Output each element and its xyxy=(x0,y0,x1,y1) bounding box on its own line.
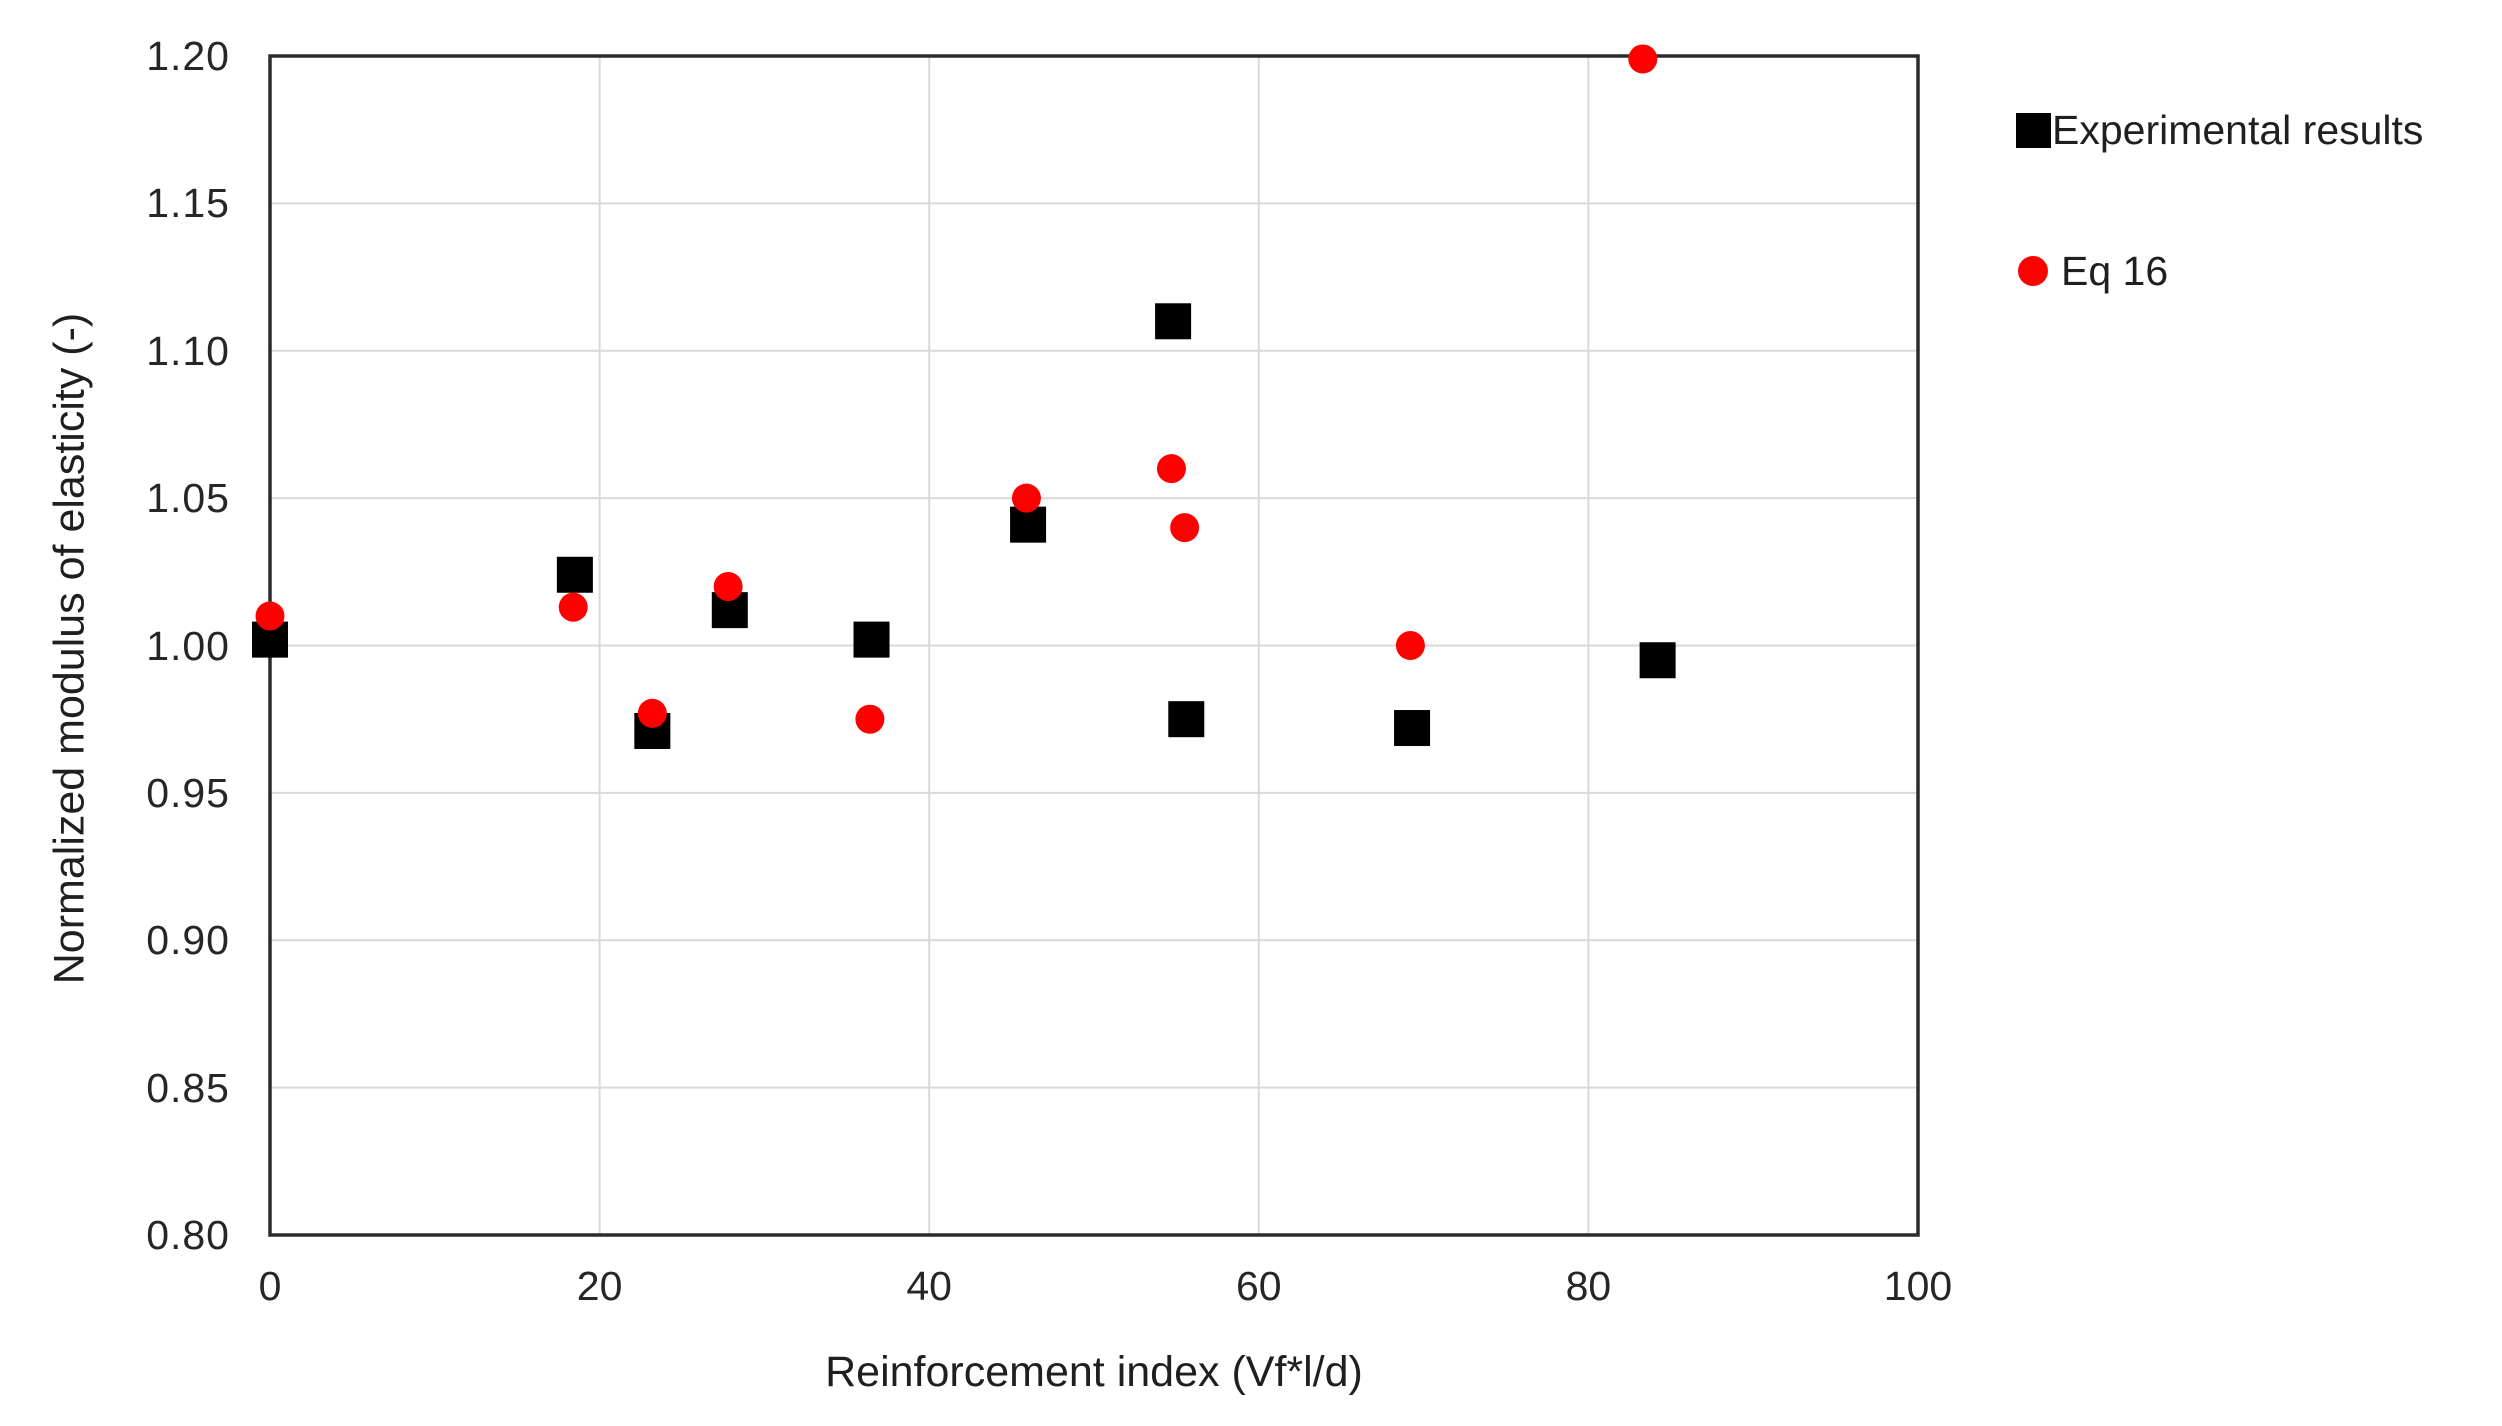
x-tick-label: 60 xyxy=(1235,1263,1282,1309)
y-tick-label: 1.10 xyxy=(146,327,230,374)
data-point-eq16 xyxy=(1156,454,1186,484)
y-tick-label: 0.90 xyxy=(146,917,230,964)
data-point-eq16 xyxy=(1628,44,1658,74)
data-point-experimental xyxy=(1639,642,1676,679)
data-point-eq16 xyxy=(855,704,885,734)
red-circle-marker-icon xyxy=(2018,256,2048,286)
data-point-eq16 xyxy=(558,592,588,622)
y-axis-title: Normalized modulus of elasticity (-) xyxy=(45,312,94,985)
data-point-experimental xyxy=(1155,303,1192,340)
y-tick-label: 0.95 xyxy=(146,769,230,816)
data-point-eq16 xyxy=(713,572,743,602)
y-tick-label: 1.20 xyxy=(146,33,230,79)
data-point-eq16 xyxy=(255,601,285,631)
x-tick-label: 40 xyxy=(906,1263,952,1309)
y-tick-label: 0.85 xyxy=(146,1064,230,1111)
data-point-eq16 xyxy=(1011,483,1041,513)
x-tick-label: 20 xyxy=(576,1263,623,1309)
data-point-eq16 xyxy=(1395,631,1425,660)
x-tick-label: 80 xyxy=(1565,1263,1612,1309)
legend-item-eq-16: Eq 16 xyxy=(2016,247,2168,295)
legend-item-experimental-results: Experimental results xyxy=(2016,106,2423,154)
black-square-marker-icon xyxy=(2016,112,2051,148)
data-point-experimental xyxy=(556,556,593,593)
data-point-experimental xyxy=(1394,710,1431,747)
y-tick-label: 1.05 xyxy=(146,475,230,522)
legend-label-experimental-results: Experimental results xyxy=(2052,106,2424,153)
legend-label-eq-16: Eq 16 xyxy=(2061,247,2169,294)
x-tick-label: 100 xyxy=(1883,1263,1953,1309)
x-axis-title: Reinforcement index (Vf*l/d) xyxy=(825,1348,1363,1396)
y-tick-label: 1.00 xyxy=(146,622,230,669)
data-point-eq16 xyxy=(637,698,667,728)
data-point-experimental xyxy=(853,621,890,658)
data-point-experimental xyxy=(1168,701,1205,738)
x-tick-label: 0 xyxy=(258,1263,282,1309)
data-point-experimental xyxy=(1010,506,1047,543)
data-point-eq16 xyxy=(1170,513,1200,543)
y-tick-label: 1.15 xyxy=(146,180,230,227)
y-tick-label: 0.80 xyxy=(146,1212,230,1258)
